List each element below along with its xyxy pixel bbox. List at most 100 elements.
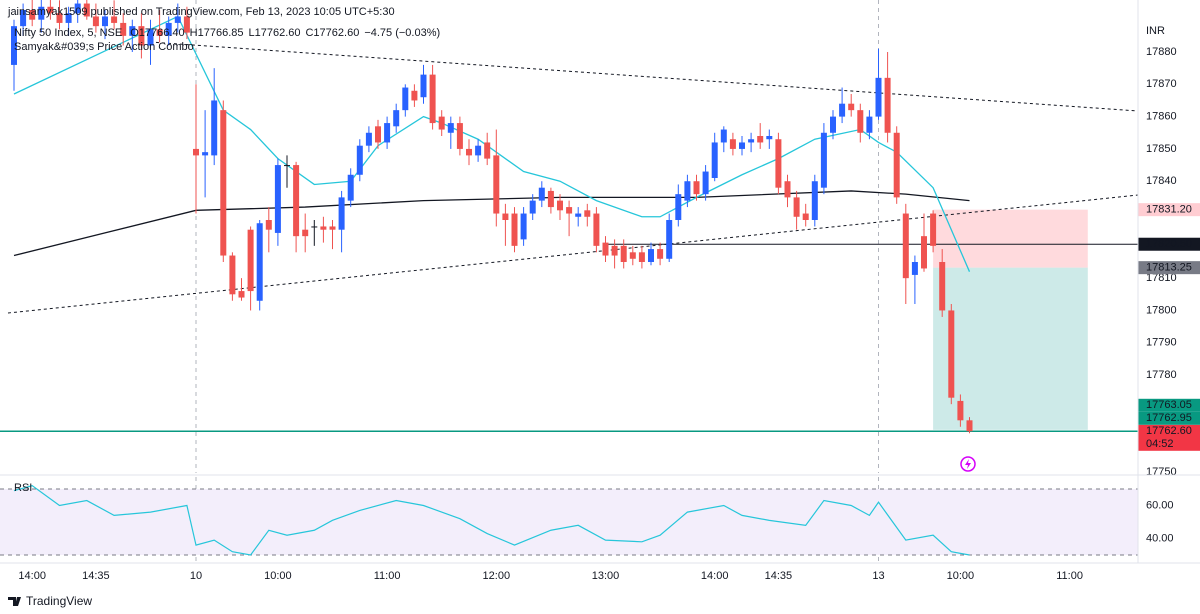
y-tick-label: 17780 <box>1146 369 1177 381</box>
price-label: 17763.05 <box>1146 399 1192 411</box>
candle-body <box>156 29 163 36</box>
candle-body <box>56 13 63 23</box>
ohlc-label: C17762.60 <box>305 27 359 39</box>
publisher: jainsamyak1509 published on TradingView.… <box>7 6 395 18</box>
candle-body <box>620 245 627 262</box>
y-tick-label: 17850 <box>1146 143 1177 155</box>
candle-body <box>475 145 482 156</box>
candle-body <box>629 252 636 259</box>
candle-body <box>848 103 855 111</box>
candle-body <box>320 226 327 230</box>
candle-body <box>174 16 181 23</box>
candle-body <box>220 110 227 256</box>
candle-body <box>511 213 518 246</box>
candle-body <box>311 226 318 228</box>
candle-body <box>420 74 427 98</box>
candle-body <box>575 213 582 217</box>
y-tick-label: 17750 <box>1146 466 1177 478</box>
candle-body <box>411 90 418 101</box>
candle-body <box>529 200 536 214</box>
x-tick-label: 13:00 <box>592 570 620 582</box>
candle-body <box>638 252 645 262</box>
price-label: 17831.20 <box>1146 204 1192 216</box>
candle-body <box>648 249 654 262</box>
sma-line <box>13 190 970 257</box>
candle-body <box>557 200 563 211</box>
y-tick-label: 17790 <box>1146 337 1177 349</box>
candle-body <box>102 16 108 27</box>
axes: 14:00 14:35 10 10:00 11:00 12:00 13:00 14:00 14:… <box>18 46 1200 582</box>
candle-body <box>484 142 491 159</box>
candle-body <box>811 181 818 220</box>
candle-body <box>793 197 800 217</box>
candle-body <box>338 197 345 230</box>
x-tick-label: 13 <box>872 570 884 582</box>
candle-body <box>11 26 17 65</box>
candle-body <box>775 139 782 188</box>
candle-body <box>456 123 463 149</box>
price-pane <box>0 0 1138 473</box>
x-tick-label: 14:00 <box>701 570 729 582</box>
candle-body <box>447 123 454 133</box>
price-label-bg <box>1138 237 1200 251</box>
candle-body <box>666 220 673 259</box>
candle-body <box>493 155 500 214</box>
candle-body <box>147 29 154 46</box>
candle-body <box>684 181 691 201</box>
rsi-pane <box>0 477 1138 563</box>
candle-body <box>74 3 81 14</box>
candle-body <box>20 10 27 27</box>
x-tick-label: 14:35 <box>765 570 793 582</box>
candle-body <box>893 132 900 198</box>
currency: INR <box>1146 25 1165 37</box>
ohlc-label: L17762.60 <box>248 27 300 39</box>
candle-body <box>711 142 718 178</box>
candle-body <box>165 22 172 36</box>
rsi-tick-label: 60.00 <box>1146 499 1174 511</box>
candle-body <box>820 132 827 188</box>
candle-body <box>957 400 964 421</box>
candle-body <box>183 16 190 33</box>
price-label-bg <box>1138 203 1200 217</box>
candle-body <box>875 77 882 117</box>
candle-body <box>520 213 527 240</box>
brand: TradingView <box>26 594 92 608</box>
candle-body <box>247 229 254 292</box>
x-tick-label: 10:00 <box>947 570 975 582</box>
candle-body <box>584 210 591 217</box>
rsi-tick-label: 40.00 <box>1146 532 1174 544</box>
candle-body <box>384 123 391 143</box>
candle-body <box>657 249 664 259</box>
candle-body <box>138 26 145 46</box>
candle-body <box>739 142 745 149</box>
candle-body <box>120 22 127 36</box>
price-label: 17820.50 <box>1146 238 1192 250</box>
candle-body <box>702 171 709 195</box>
candle-body <box>884 77 891 133</box>
bolt-icon <box>960 456 976 472</box>
ohlc-label: −4.75 (−0.03%) <box>364 27 440 39</box>
candle-body <box>729 139 736 149</box>
candle-body <box>111 16 118 23</box>
candle-body <box>193 148 199 156</box>
candle-body <box>365 132 372 146</box>
candle-body <box>939 262 946 311</box>
candle-body <box>393 110 400 127</box>
candle-body <box>129 26 136 36</box>
candle-body <box>429 74 436 124</box>
indicator-name: Samyak&#039;s Price Action Combo <box>14 41 194 53</box>
x-tick-label: 12:00 <box>483 570 511 582</box>
x-tick-label: 10:00 <box>264 570 292 582</box>
price-label-bg <box>1138 411 1200 425</box>
candle-body <box>238 291 245 298</box>
rsi-line <box>13 485 970 556</box>
ohlc-label: O17766.40 <box>130 27 184 39</box>
y-tick-label: 17880 <box>1146 46 1177 58</box>
stop-zone <box>933 209 1088 268</box>
candle-body <box>466 148 472 156</box>
candle-body <box>675 194 682 220</box>
candle-body <box>866 116 873 133</box>
candle-body <box>757 136 764 143</box>
candle-body <box>948 310 955 398</box>
